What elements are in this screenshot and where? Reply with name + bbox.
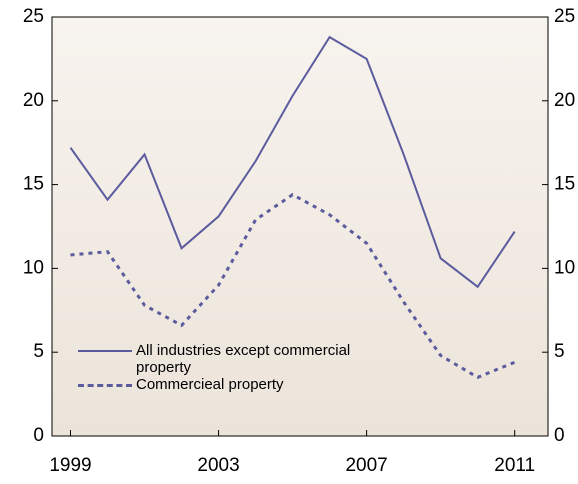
plot-area — [51, 16, 549, 437]
series-line — [70, 192, 516, 380]
x-tick-label: 2003 — [197, 455, 239, 476]
y2-tick-label: 20 — [554, 90, 575, 111]
y-tick-label: 20 — [23, 90, 44, 111]
y-tick-label: 25 — [23, 6, 44, 27]
y-tick-label: 5 — [33, 341, 44, 362]
x-tick-label: 1999 — [49, 455, 91, 476]
legend-swatch — [78, 384, 132, 387]
legend-item: Commercieal property — [78, 376, 378, 393]
legend-item: All industries except commercial propert… — [78, 342, 378, 376]
y2-tick-label: 15 — [554, 174, 575, 195]
y-tick-label: 15 — [23, 174, 44, 195]
y2-tick-label: 5 — [554, 341, 565, 362]
y2-tick-label: 25 — [554, 6, 575, 27]
legend-label: Commercieal property — [136, 376, 284, 393]
x-tick-label: 2011 — [494, 455, 535, 476]
y-tick-label: 10 — [23, 257, 44, 278]
y2-tick-label: 10 — [554, 257, 575, 278]
y-tick-label: 0 — [33, 425, 44, 446]
series-line — [69, 35, 516, 289]
x-tick-label: 2007 — [345, 455, 387, 476]
y2-tick-label: 0 — [554, 425, 565, 446]
legend-label: All industries except commercial propert… — [136, 342, 351, 376]
legend-swatch — [78, 350, 132, 352]
legend: All industries except commercial propert… — [78, 342, 378, 393]
